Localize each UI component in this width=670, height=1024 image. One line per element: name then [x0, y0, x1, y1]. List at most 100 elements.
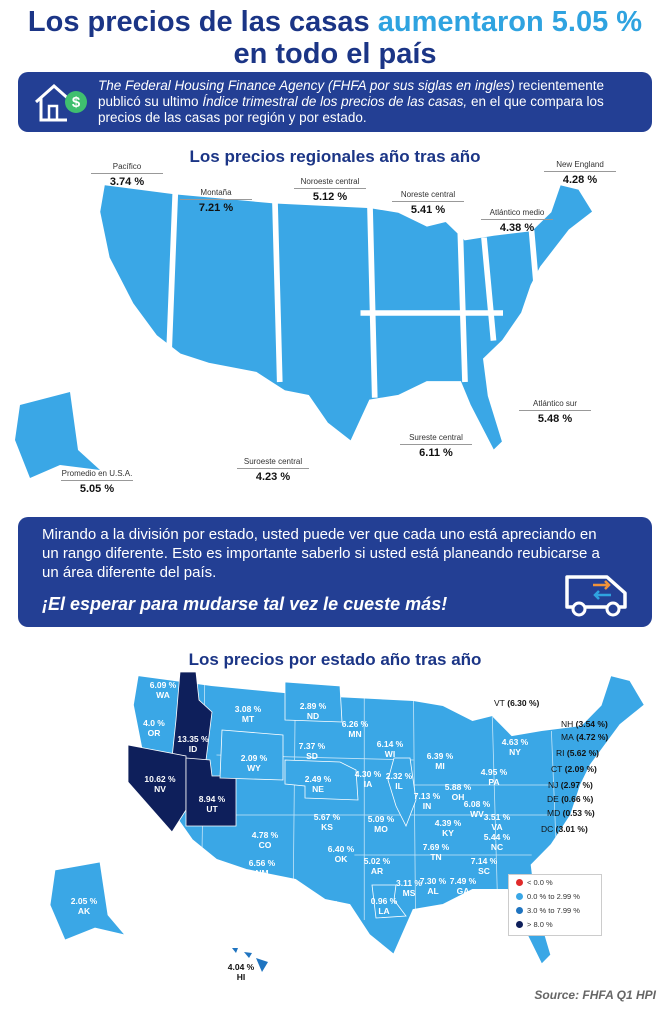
- state-value: 2.32 %: [385, 771, 413, 781]
- state-abbr: MS: [402, 888, 416, 898]
- state-abbr: GA: [456, 886, 470, 896]
- intro-text: The Federal Housing Finance Agency (FHFA…: [98, 78, 644, 126]
- state-abbr: OR: [147, 728, 161, 738]
- callout-abbr: RI: [556, 748, 565, 758]
- state-label: 7.49 % GA: [433, 876, 493, 896]
- state-abbr: AR: [370, 866, 384, 876]
- state-value: 3.51 %: [483, 812, 511, 822]
- index-name: Índice trimestral de los precios de las …: [202, 94, 468, 109]
- region-name: New England: [556, 160, 604, 169]
- legend-item: < 0.0 %: [509, 876, 601, 889]
- state-label: 7.13 % IN: [397, 791, 457, 811]
- state-value: 2.09 %: [240, 753, 268, 763]
- region-name: Noroeste central: [300, 177, 360, 186]
- state-label: 4.39 % KY: [418, 818, 478, 838]
- state-abbr: NY: [509, 747, 521, 757]
- state-abbr: MN: [348, 729, 362, 739]
- legend-item: > 8.0 %: [509, 918, 601, 931]
- callout-text: Mirando a la división por estado, usted …: [42, 526, 600, 581]
- state-label: 0.96 % LA: [354, 896, 414, 916]
- region-label: Suroeste central 4.23 %: [237, 457, 309, 483]
- state-label: 2.09 % WY: [224, 753, 284, 773]
- state-value: 6.40 %: [327, 844, 355, 854]
- region-value: 4.38 %: [481, 219, 553, 234]
- state-value: 5.09 %: [367, 814, 395, 824]
- callout-box: Mirando a la división por estado, usted …: [18, 517, 652, 627]
- callout-abbr: DC: [541, 824, 554, 834]
- intro-part: recientemente publicó su ultimo: [98, 78, 604, 109]
- legend-label: 3.0 % to 7.99 %: [527, 906, 580, 915]
- state-abbr: MT: [241, 714, 255, 724]
- state-label: 3.18 % CA: [112, 811, 172, 831]
- state-value: 5.82 %: [534, 696, 562, 706]
- state-label: 6.16 % FL: [462, 939, 522, 959]
- state-value: 5.02 %: [363, 856, 391, 866]
- legend-swatch: [516, 907, 523, 914]
- state-shape: [284, 759, 359, 801]
- callout-label: CT (2.09 %): [551, 764, 597, 774]
- title-line-1: Los precios de las casas aumentaron 5.05…: [0, 6, 670, 38]
- callout-value: (3.01 %): [555, 824, 588, 834]
- state-value: 6.39 %: [426, 751, 454, 761]
- region-name: Promedio en U.S.A.: [61, 469, 133, 478]
- hawaii-island: [256, 958, 268, 972]
- state-label: 7.14 % SC: [454, 856, 514, 876]
- callout-value: (3.54 %): [575, 719, 608, 729]
- region-value: 5.41 %: [392, 201, 464, 216]
- state-abbr: SD: [306, 751, 318, 761]
- state-abbr: OK: [334, 854, 348, 864]
- state-abbr: UT: [206, 804, 218, 814]
- state-label: 6.39 % MI: [410, 751, 470, 771]
- state-abbr: NV: [154, 784, 166, 794]
- state-shape: [284, 681, 343, 723]
- state-shape: [371, 884, 407, 919]
- state-abbr: NE: [312, 784, 324, 794]
- title-text: Los precios de las casas: [27, 6, 370, 38]
- state-value: 4.37 %: [311, 899, 339, 909]
- state-label: 4.0 % OR: [124, 718, 184, 738]
- state-value: 4.0 %: [143, 718, 165, 728]
- state-abbr: AL: [427, 886, 439, 896]
- state-value: 4.78 %: [251, 830, 279, 840]
- states-title: Los precios por estado año tras año: [188, 650, 482, 669]
- callout-value: (0.53 %): [562, 808, 595, 818]
- state-abbr: HI: [236, 972, 246, 982]
- state-abbr: ME: [541, 706, 555, 716]
- state-value: 2.49 %: [304, 774, 332, 784]
- state-label: 2.32 % IL: [369, 771, 429, 791]
- title-highlight: aumentaron 5.05 %: [377, 6, 643, 38]
- state-value: 6.56 %: [248, 858, 276, 868]
- hawaii-island: [232, 948, 238, 953]
- region-label: Pacífico 3.74 %: [91, 162, 163, 188]
- state-abbr: LA: [378, 906, 390, 916]
- state-label: 5.02 % AR: [347, 856, 407, 876]
- callout-value: (2.09 %): [564, 764, 597, 774]
- state-value: 4.63 %: [501, 737, 529, 747]
- state-abbr: ND: [306, 711, 320, 721]
- callout-value: (2.97 %): [560, 780, 593, 790]
- state-abbr: AK: [77, 906, 91, 916]
- state-label: 4.30 % IA: [338, 769, 398, 789]
- state-abbr: IN: [422, 801, 432, 811]
- regional-title: Los precios regionales año tras año: [189, 147, 481, 166]
- state-value: 10.62 %: [144, 774, 176, 784]
- region-label: Atlántico sur 5.48 %: [519, 399, 591, 425]
- house-icon: $: [35, 83, 87, 122]
- state-label: 13.35 % ID: [163, 734, 223, 754]
- state-abbr: PA: [488, 777, 500, 787]
- state-abbr: MI: [435, 761, 445, 771]
- state-abbr: NC: [490, 842, 504, 852]
- legend-label: > 8.0 %: [527, 920, 553, 929]
- region-value: 4.28 %: [544, 171, 616, 186]
- state-value: 5.44 %: [483, 832, 511, 842]
- legend-swatch: [516, 921, 523, 928]
- agency: The Federal Housing Finance Agency (FHFA…: [98, 78, 515, 93]
- region-name: Noreste central: [400, 190, 456, 199]
- region-value: 5.05 %: [61, 480, 133, 495]
- callout-label: VT (6.30 %): [494, 698, 539, 708]
- state-value: 5.67 %: [313, 812, 341, 822]
- state-label: 2.89 % ND: [283, 701, 343, 721]
- state-abbr: SC: [478, 866, 490, 876]
- state-label: 6.26 % MN: [325, 719, 385, 739]
